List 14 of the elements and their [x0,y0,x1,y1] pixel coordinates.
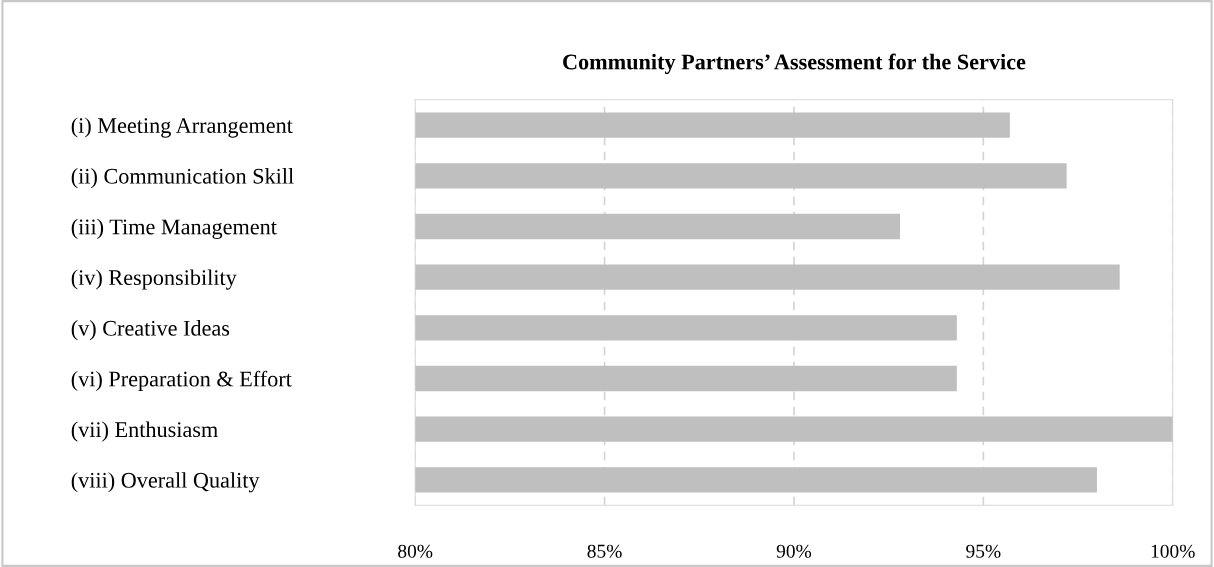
y-tick-label: (iv) Responsibility [71,269,237,290]
y-tick-label: (vi) Preparation & Effort [71,370,292,392]
x-tick-label: 95% [966,544,1001,558]
x-tick-label: 90% [776,544,812,558]
y-tick-label: (v) Creative Ideas [71,320,230,341]
y-tick-label: (iii) Time Management [71,218,277,239]
chart-title: Community Partners’ Assessment for the Service [563,53,1026,75]
y-tick-label: (ii) Communication Skill [71,168,294,189]
y-tick-label: (vii) Enthusiasm [71,421,218,442]
y-tick-label: (viii) Overall Quality [71,472,260,493]
x-tick-label: 85% [587,544,622,558]
y-tick-label: (i) Meeting Arrangement [71,117,293,138]
x-tick-label: 80% [398,544,433,558]
x-tick-label: 100% [1151,544,1195,558]
